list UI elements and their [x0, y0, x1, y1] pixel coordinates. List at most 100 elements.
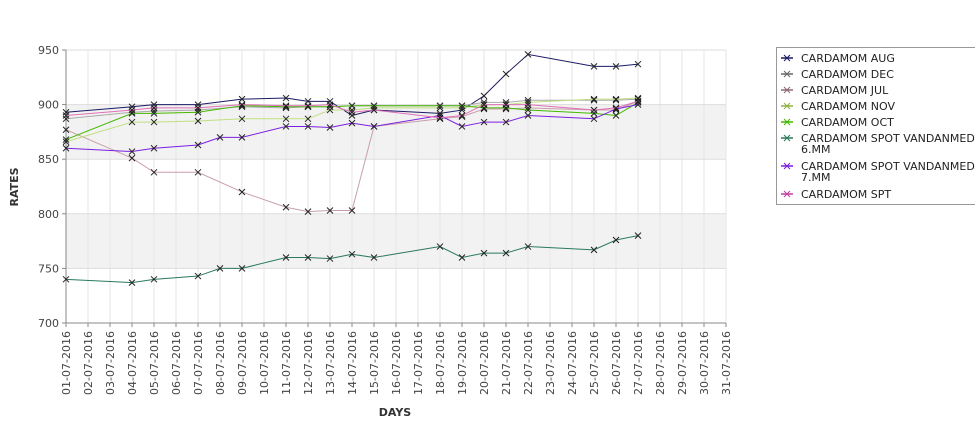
data-point[interactable]	[370, 106, 378, 114]
data-point[interactable]	[458, 123, 466, 130]
data-point[interactable]	[348, 102, 356, 110]
data-point[interactable]	[150, 101, 158, 108]
data-point[interactable]	[128, 106, 136, 114]
data-point[interactable]	[150, 168, 158, 176]
data-point[interactable]	[590, 106, 598, 114]
data-point[interactable]	[216, 134, 224, 141]
data-point[interactable]	[194, 104, 202, 112]
data-point[interactable]	[326, 124, 334, 131]
data-point[interactable]	[783, 190, 791, 198]
data-point[interactable]	[783, 162, 791, 170]
data-point[interactable]	[436, 114, 444, 122]
data-point[interactable]	[282, 203, 290, 211]
data-point[interactable]	[524, 112, 532, 119]
data-point[interactable]	[238, 95, 246, 103]
data-point[interactable]	[194, 141, 202, 149]
data-point[interactable]	[282, 102, 290, 110]
data-point[interactable]	[783, 134, 791, 142]
data-point[interactable]	[282, 254, 290, 261]
data-point[interactable]	[783, 54, 791, 62]
data-point[interactable]	[590, 246, 598, 254]
data-point[interactable]	[128, 154, 136, 162]
data-point[interactable]	[128, 103, 136, 111]
data-point[interactable]	[634, 97, 642, 105]
data-point[interactable]	[502, 101, 510, 108]
data-point[interactable]	[282, 94, 290, 102]
data-point[interactable]	[304, 115, 312, 123]
data-point[interactable]	[194, 101, 202, 108]
data-point[interactable]	[612, 236, 620, 244]
data-point[interactable]	[194, 168, 202, 176]
data-point[interactable]	[458, 112, 466, 119]
data-point[interactable]	[348, 108, 356, 116]
data-point[interactable]	[348, 207, 356, 214]
data-point[interactable]	[326, 101, 334, 108]
legend-item[interactable]: CARDAMOM SPT	[781, 188, 891, 201]
data-point[interactable]	[62, 275, 70, 283]
data-point[interactable]	[590, 115, 598, 123]
data-point[interactable]	[150, 104, 158, 112]
data-point[interactable]	[590, 63, 598, 70]
data-point[interactable]	[502, 249, 510, 257]
data-point[interactable]	[612, 104, 620, 112]
data-point[interactable]	[348, 112, 356, 119]
data-point[interactable]	[238, 101, 246, 108]
data-point[interactable]	[502, 104, 510, 112]
data-point[interactable]	[612, 96, 620, 104]
data-point[interactable]	[436, 243, 444, 250]
data-point[interactable]	[783, 86, 791, 94]
data-point[interactable]	[304, 103, 312, 111]
data-point[interactable]	[524, 106, 532, 114]
data-point[interactable]	[326, 97, 334, 105]
data-point[interactable]	[62, 136, 70, 143]
data-point[interactable]	[634, 232, 642, 239]
data-point[interactable]	[502, 70, 510, 78]
data-point[interactable]	[150, 109, 158, 117]
data-point[interactable]	[62, 144, 70, 152]
data-point[interactable]	[590, 95, 598, 103]
data-point[interactable]	[282, 115, 290, 123]
data-point[interactable]	[480, 92, 488, 100]
data-point[interactable]	[62, 126, 70, 134]
data-point[interactable]	[590, 96, 598, 104]
data-point[interactable]	[524, 101, 532, 108]
data-point[interactable]	[348, 250, 356, 258]
data-point[interactable]	[282, 103, 290, 111]
data-point[interactable]	[150, 275, 158, 283]
data-point[interactable]	[238, 102, 246, 110]
data-point[interactable]	[458, 254, 466, 261]
data-point[interactable]	[634, 95, 642, 103]
data-point[interactable]	[524, 51, 532, 58]
data-point[interactable]	[612, 95, 620, 103]
data-point[interactable]	[480, 118, 488, 126]
data-point[interactable]	[62, 115, 70, 123]
data-point[interactable]	[150, 118, 158, 126]
data-point[interactable]	[436, 102, 444, 110]
data-point[interactable]	[783, 118, 791, 126]
data-point[interactable]	[62, 112, 70, 119]
data-point[interactable]	[524, 243, 532, 250]
data-point[interactable]	[326, 106, 334, 114]
legend-item[interactable]: CARDAMOM OCT	[781, 116, 894, 129]
legend-item[interactable]: CARDAMOM DEC	[781, 68, 894, 81]
data-point[interactable]	[128, 109, 136, 117]
legend-item[interactable]: CARDAMOM NOV	[781, 100, 895, 113]
legend-item[interactable]: CARDAMOM AUG	[781, 52, 895, 65]
data-point[interactable]	[634, 101, 642, 108]
data-point[interactable]	[238, 115, 246, 123]
data-point[interactable]	[194, 117, 202, 125]
legend-item[interactable]: CARDAMOM JUL	[781, 84, 889, 97]
data-point[interactable]	[128, 118, 136, 126]
data-point[interactable]	[502, 118, 510, 126]
data-point[interactable]	[304, 123, 312, 130]
data-point[interactable]	[612, 112, 620, 119]
data-point[interactable]	[370, 123, 378, 130]
data-point[interactable]	[783, 102, 791, 110]
data-point[interactable]	[304, 254, 312, 261]
data-point[interactable]	[326, 207, 334, 214]
data-point[interactable]	[216, 265, 224, 272]
data-point[interactable]	[304, 102, 312, 110]
data-point[interactable]	[128, 279, 136, 286]
